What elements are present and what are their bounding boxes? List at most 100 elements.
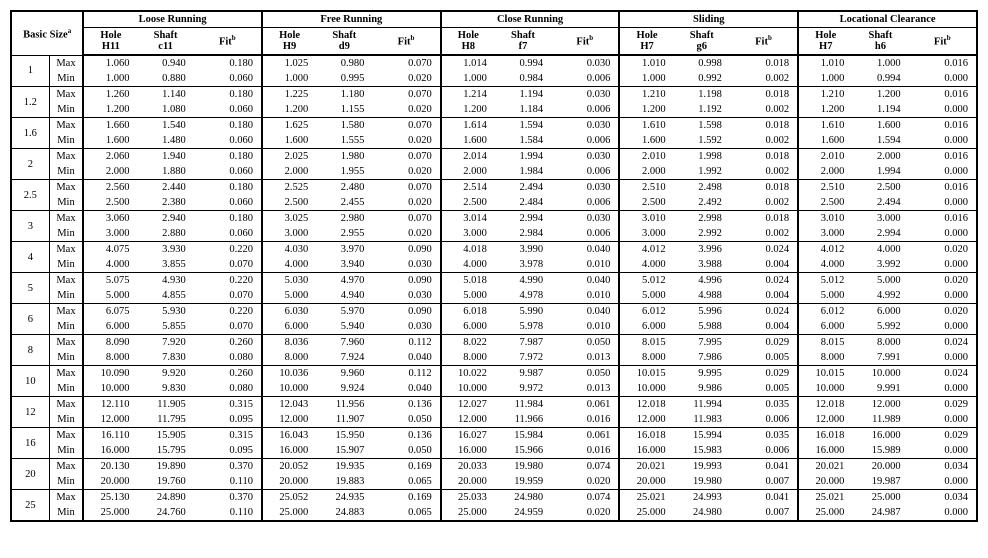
fit-cell: 0.370 [194, 459, 262, 475]
shaft-cell: 1.184 [495, 102, 551, 118]
fit-cell: 0.060 [194, 102, 262, 118]
fit-cell: 0.018 [730, 180, 798, 196]
shaft-cell: 1.080 [137, 102, 193, 118]
hole-cell: 12.000 [798, 412, 852, 428]
fit-cell: 0.260 [194, 366, 262, 382]
hole-cell: 25.000 [619, 505, 673, 521]
fit-cell: 0.010 [551, 288, 619, 304]
shaft-cell: 7.972 [495, 350, 551, 366]
shaft-cell: 0.994 [495, 55, 551, 71]
maxmin-cell: Min [49, 102, 83, 118]
hole-cell: 10.015 [619, 366, 673, 382]
hole-cell: 1.200 [441, 102, 495, 118]
fit-cell: 0.002 [730, 226, 798, 242]
fit-cell: 0.180 [194, 180, 262, 196]
hole-cell: 1.600 [83, 133, 137, 149]
hole-cell: 12.027 [441, 397, 495, 413]
fit-cell: 0.004 [730, 319, 798, 335]
basic-size-cell: 3 [11, 211, 49, 242]
shaft-cell: 15.984 [495, 428, 551, 444]
fit-cell: 0.180 [194, 149, 262, 165]
hole-cell: 1.014 [441, 55, 495, 71]
fit-cell: 0.070 [194, 319, 262, 335]
hole-cell: 2.510 [619, 180, 673, 196]
hole-cell: 25.000 [798, 505, 852, 521]
hole-cell: 12.018 [619, 397, 673, 413]
fit-cell: 0.041 [730, 490, 798, 506]
fit-cell: 0.180 [194, 211, 262, 227]
shaft-cell: 15.966 [495, 443, 551, 459]
shaft-cell: 2.455 [316, 195, 372, 211]
fit-cell: 0.013 [551, 350, 619, 366]
maxmin-cell: Min [49, 412, 83, 428]
fit-cell: 0.000 [909, 474, 977, 490]
fit-cell: 0.030 [551, 55, 619, 71]
hole-cell: 1.210 [619, 87, 673, 103]
fit-cell: 0.016 [909, 180, 977, 196]
shaft-cell: 16.000 [852, 428, 908, 444]
fit-cell: 0.050 [372, 412, 440, 428]
shaft-cell: 3.000 [852, 211, 908, 227]
hole-cell: 1.000 [262, 71, 316, 87]
fit-cell: 0.070 [372, 211, 440, 227]
group-header: Loose Running [83, 11, 262, 28]
hole-cell: 1.214 [441, 87, 495, 103]
shaft-cell: 3.988 [674, 257, 730, 273]
hole-cell: 25.000 [83, 505, 137, 521]
fit-cell: 0.070 [194, 257, 262, 273]
maxmin-cell: Min [49, 226, 83, 242]
shaft-cell: 0.995 [316, 71, 372, 87]
fit-cell: 0.000 [909, 164, 977, 180]
fit-cell: 0.030 [372, 288, 440, 304]
fit-cell: 0.018 [730, 118, 798, 134]
shaft-cell: 1.980 [316, 149, 372, 165]
shaft-cell: 1.955 [316, 164, 372, 180]
hole-cell: 25.000 [262, 505, 316, 521]
maxmin-cell: Max [49, 87, 83, 103]
fit-cell: 0.016 [909, 87, 977, 103]
fit-cell: 0.000 [909, 226, 977, 242]
fit-cell: 0.065 [372, 505, 440, 521]
shaft-cell: 2.994 [495, 211, 551, 227]
fit-cell: 0.041 [730, 459, 798, 475]
fit-cell: 0.030 [551, 118, 619, 134]
shaft-cell: 2.940 [137, 211, 193, 227]
hole-cell: 1.210 [798, 87, 852, 103]
fit-cell: 0.169 [372, 490, 440, 506]
fit-header: Fitb [551, 28, 619, 56]
shaft-cell: 2.492 [674, 195, 730, 211]
shaft-cell: 9.830 [137, 381, 193, 397]
shaft-cell: 3.990 [495, 242, 551, 258]
shaft-cell: 2.880 [137, 226, 193, 242]
hole-cell: 16.000 [619, 443, 673, 459]
fit-cell: 0.018 [730, 55, 798, 71]
hole-cell: 25.033 [441, 490, 495, 506]
shaft-cell: 5.000 [852, 273, 908, 289]
shaft-cell: 11.984 [495, 397, 551, 413]
group-header: Close Running [441, 11, 620, 28]
maxmin-cell: Max [49, 459, 83, 475]
shaft-cell: 4.992 [852, 288, 908, 304]
fit-cell: 0.020 [372, 102, 440, 118]
hole-cell: 1.600 [619, 133, 673, 149]
shaft-cell: 15.989 [852, 443, 908, 459]
fit-cell: 0.220 [194, 273, 262, 289]
shaft-cell: 1.198 [674, 87, 730, 103]
shaft-cell: 2.498 [674, 180, 730, 196]
hole-cell: 2.000 [262, 164, 316, 180]
fit-cell: 0.006 [551, 133, 619, 149]
hole-cell: 8.000 [262, 350, 316, 366]
shaft-cell: 2.998 [674, 211, 730, 227]
hole-cell: 16.000 [441, 443, 495, 459]
hole-cell: 1.200 [619, 102, 673, 118]
shaft-cell: 1.994 [495, 149, 551, 165]
shaft-cell: 11.956 [316, 397, 372, 413]
fit-cell: 0.030 [372, 257, 440, 273]
group-header: Locational Clearance [798, 11, 977, 28]
shaft-cell: 4.000 [852, 242, 908, 258]
shaft-cell: 5.988 [674, 319, 730, 335]
fit-cell: 0.020 [372, 226, 440, 242]
hole-cell: 1.000 [798, 71, 852, 87]
shaft-cell: 1.994 [852, 164, 908, 180]
shaft-header: Shaftf7 [495, 28, 551, 56]
